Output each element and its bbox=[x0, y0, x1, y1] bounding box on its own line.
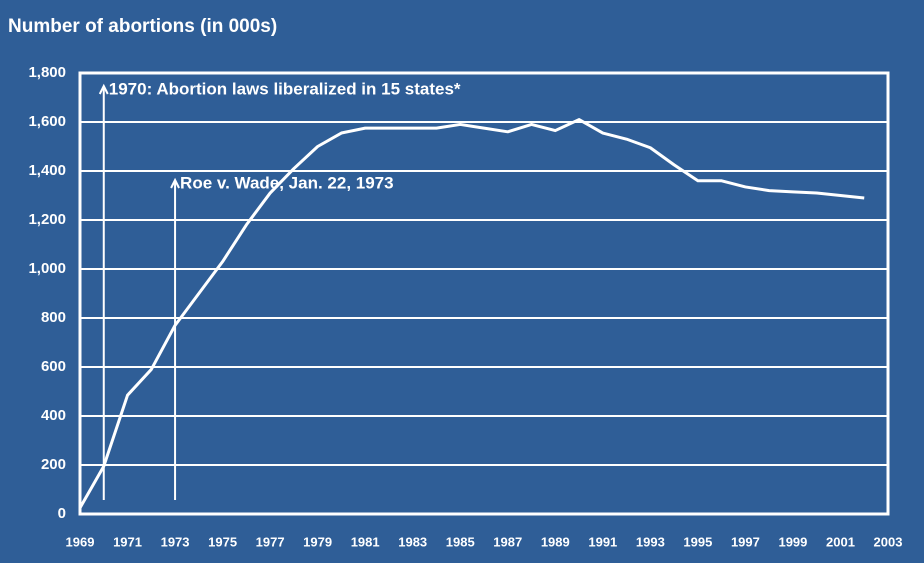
y-tick-label: 1,800 bbox=[28, 64, 66, 81]
x-tick-label: 1977 bbox=[256, 534, 285, 549]
y-tick-label: 1,200 bbox=[28, 211, 66, 228]
x-tick-label: 1971 bbox=[113, 534, 142, 549]
annotation: Roe v. Wade, Jan. 22, 1973 bbox=[180, 173, 394, 192]
x-tick-label: 1975 bbox=[208, 534, 237, 549]
x-tick-label: 1969 bbox=[66, 534, 95, 549]
y-tick-label: 1,400 bbox=[28, 162, 66, 179]
y-tick-label: 1,600 bbox=[28, 113, 66, 130]
x-tick-label: 1973 bbox=[161, 534, 190, 549]
y-tick-label: 0 bbox=[58, 505, 66, 522]
x-tick-label: 1981 bbox=[351, 534, 380, 549]
x-tick-label: 1987 bbox=[493, 534, 522, 549]
chart-title: Number of abortions (in 000s) bbox=[8, 16, 277, 37]
x-tick-label: 1985 bbox=[446, 534, 475, 549]
x-tick-label: 1997 bbox=[731, 534, 760, 549]
y-tick-label: 600 bbox=[41, 358, 66, 375]
y-tick-label: 400 bbox=[41, 407, 66, 424]
y-tick-label: 200 bbox=[41, 456, 66, 473]
x-tick-label: 1989 bbox=[541, 534, 570, 549]
data-line bbox=[78, 118, 865, 509]
x-tick-label: 1979 bbox=[303, 534, 332, 549]
y-tick-label: 800 bbox=[41, 309, 66, 326]
x-tick-label: 1999 bbox=[778, 534, 807, 549]
annotation: 1970: Abortion laws liberalized in 15 st… bbox=[109, 79, 461, 98]
x-tick-label: 1993 bbox=[636, 534, 665, 549]
x-tick-label: 2003 bbox=[874, 534, 903, 549]
x-tick-label: 2001 bbox=[826, 534, 855, 549]
arrow-head bbox=[98, 83, 109, 95]
x-tick-label: 1991 bbox=[588, 534, 617, 549]
arrow-head bbox=[170, 177, 180, 189]
y-tick-label: 1,000 bbox=[28, 260, 66, 277]
x-tick-label: 1995 bbox=[683, 534, 712, 549]
x-tick-label: 1983 bbox=[398, 534, 427, 549]
